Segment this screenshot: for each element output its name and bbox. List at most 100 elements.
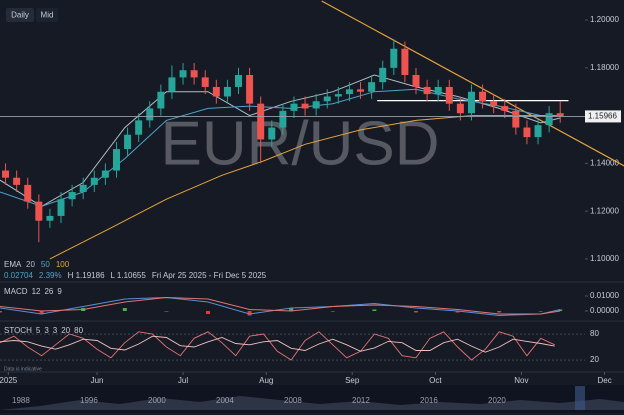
candle-body [13,177,21,185]
candle-body [534,125,542,138]
y-tick-label: 1.12000 [590,206,619,215]
candle-body [146,108,154,121]
y-tick-label: 20 [590,355,599,364]
candle-body [545,113,553,126]
candle-body [368,82,376,92]
navigator-label: 1996 [80,396,98,405]
histogram-bar [206,310,210,314]
navigator-window[interactable] [575,386,585,410]
y-tick-label: 0.00000 [590,306,619,315]
x-tick-label: Dec [597,376,611,385]
candle-body [523,127,531,138]
candle-body [390,48,398,68]
candle-body [334,94,342,97]
macd-line [0,296,561,315]
info-text: L 1.10655 [111,271,147,280]
candle-body [68,192,76,200]
candle-body [257,103,265,140]
mid-button[interactable] [36,8,58,22]
navigator-label: 2016 [420,396,438,405]
legend-entry: 100 [56,260,70,269]
panel-parameter: 26 [44,287,53,296]
candle-body [456,103,464,114]
candle-body [90,177,98,185]
candle-body [168,77,176,92]
navigator-label: 1988 [12,396,30,405]
candle-body [401,48,409,76]
histogram-bar [538,310,543,312]
histogram-bar [558,309,563,311]
info-text: H 1.19186 [68,271,105,280]
candle-body [223,86,231,97]
candle-body [190,70,198,78]
histogram-bar [372,309,377,311]
x-tick-label: Jun [91,376,104,385]
navigator-area [0,396,624,410]
legend-entry: 50 [41,260,50,269]
panel-parameter: 3 [53,326,58,335]
navigator-label: 2020 [488,396,506,405]
daily-button[interactable] [6,8,34,22]
histogram-bar [289,307,294,311]
candle-body [479,91,487,102]
last-price-box [585,110,621,123]
candle-body [490,101,498,107]
panel-parameter: 9 [57,287,62,296]
y-tick-label: 1.14000 [590,158,619,167]
panel-parameter: 3 [44,326,49,335]
button-label[interactable]: Daily [11,11,29,20]
candle-body [379,67,387,83]
candle-body [512,110,520,128]
histogram-bar [247,310,252,316]
candle-body [467,91,475,114]
candle-body [79,184,87,193]
candle-body [268,127,276,140]
candle-body [279,110,287,128]
candle-body [412,75,420,87]
legend-entry: 20 [26,260,35,269]
navigator-label: 2000 [148,396,166,405]
navigator-label: 2012 [352,396,370,405]
panel-title: MACD [4,287,28,296]
panel-parameter: 20 [61,326,70,335]
histogram-bar [497,310,502,313]
macd-line [0,296,561,317]
histogram-bar [39,310,44,314]
y-tick-label: 1.18000 [590,63,619,72]
candle-body [556,113,564,117]
candle-body [301,103,309,109]
x-tick-label: Oct [429,376,442,385]
candle-body [246,75,254,104]
candle-body [312,101,320,109]
candle-body [434,86,442,95]
candle-body [179,70,187,78]
ema-line [49,115,561,260]
info-text: 0.02704 [4,271,33,280]
candle-body [46,215,54,221]
ema-line [0,74,561,207]
x-tick-label: 2025 [0,376,18,385]
candle-body [323,96,331,102]
candle-body [2,170,10,178]
candle-body [101,170,109,178]
candle-body [24,184,32,202]
histogram-bar [330,310,335,312]
panel-title: STOCH [4,326,32,335]
candle-body [57,199,65,216]
y-tick-label: 1.10000 [590,254,619,263]
y-tick-label: 80 [590,329,599,338]
histogram-bar [455,310,460,313]
candle-body [423,86,431,95]
candle-body [212,86,220,97]
watermark-title: EUR/USD [160,109,439,178]
button-label[interactable]: Mid [41,11,54,20]
indicator-label: EMA [4,260,22,269]
footnote: Data is indicative [4,366,42,372]
candle-body [35,201,43,221]
histogram-bar [164,310,169,312]
x-tick-label: Nov [514,376,528,385]
candle-body [290,103,298,111]
candle-body [124,134,132,150]
stoch-line [0,331,555,361]
